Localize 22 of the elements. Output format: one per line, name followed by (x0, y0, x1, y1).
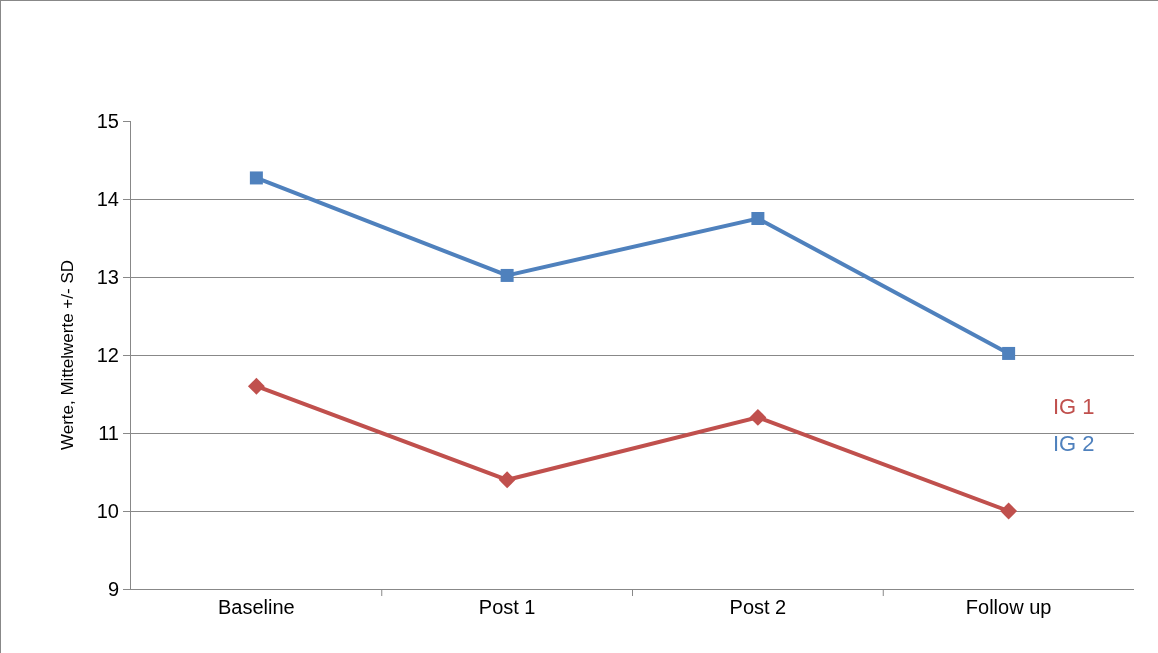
y-tick-label: 12 (96, 344, 119, 366)
point (749, 408, 767, 426)
point (500, 268, 514, 282)
x-tick-label: Post 1 (478, 596, 536, 618)
y-tick-label: 11 (98, 422, 119, 444)
text: IG 2 (1053, 431, 1095, 456)
point (751, 212, 765, 225)
point (1000, 502, 1018, 520)
point (247, 377, 265, 395)
text: IG 1 (1053, 394, 1095, 419)
y-tick-label: 15 (96, 110, 119, 132)
point (1002, 346, 1016, 360)
x-tick-label: Post 2 (729, 596, 787, 618)
y-tick-label: 14 (96, 188, 119, 210)
y-axis-title: Werte, Mittelwerte +/- SD (58, 259, 78, 451)
y-tick-label: 13 (96, 266, 119, 288)
x-tick-label: Follow up (965, 596, 1052, 618)
y-tick-label: 10 (96, 500, 119, 522)
x-tick-label: Baseline (218, 596, 295, 618)
y-tick-label: 9 (107, 578, 119, 600)
point (498, 471, 516, 489)
point (249, 171, 263, 185)
